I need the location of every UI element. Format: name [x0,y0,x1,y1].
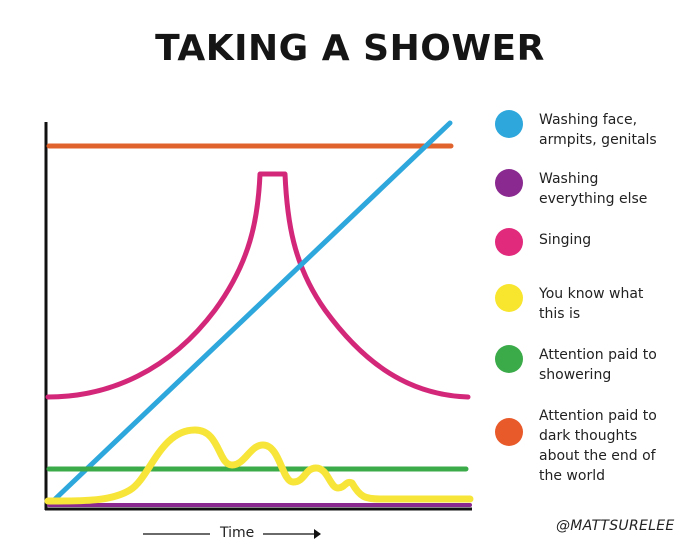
legend-item-dark-thoughts: Attention paid to dark thoughts about th… [495,406,699,486]
arrow-head-icon [314,529,321,539]
legend-label: Attention paid to showering [539,347,657,383]
legend-dot-purple [495,169,523,197]
legend-label: Singing [539,232,592,248]
legend-item-washing-everything: Washing everything else [495,169,699,209]
legend-dot-orange [495,418,523,446]
legend-label: You know what this is [539,286,644,322]
legend-item-singing: Singing [495,228,699,256]
series-you-know-what [44,426,474,505]
legend-dot-yellow [495,284,523,312]
legend-label: Attention paid to dark thoughts about th… [539,408,657,484]
chart-title: TAKING A SHOWER [155,28,545,69]
x-axis-label: Time [220,525,255,541]
legend-item-attention-showering: Attention paid to showering [495,345,699,385]
legend-item-you-know-what: You know what this is [495,284,699,324]
legend-label: Washing everything else [539,171,648,207]
legend-label: Washing face, armpits, genitals [539,112,657,148]
legend-item-washing-face: Washing face, armpits, genitals [495,110,699,150]
legend-dot-green [495,345,523,373]
legend-dot-blue [495,110,523,138]
legend-dot-pink [495,228,523,256]
credit-handle: @MATTSURELEE [556,518,675,534]
series-washing-face [49,120,453,505]
series-singing [45,171,471,400]
